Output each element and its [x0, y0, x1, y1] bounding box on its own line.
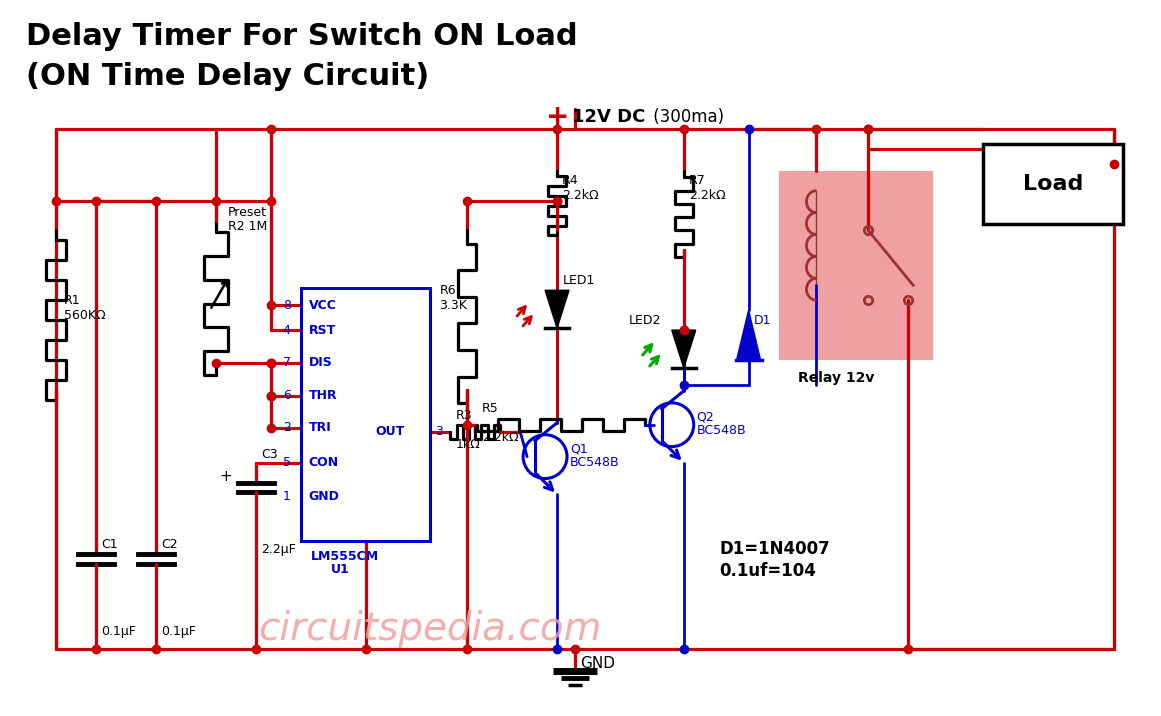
Bar — [779, 170, 933, 360]
Text: LM555CM: LM555CM — [311, 550, 378, 563]
Text: 6: 6 — [283, 390, 290, 402]
Polygon shape — [545, 290, 569, 328]
Text: 3.3K: 3.3K — [439, 299, 467, 311]
Text: Relay 12v: Relay 12v — [799, 371, 875, 385]
Bar — [301, 289, 431, 541]
Text: C1: C1 — [101, 538, 117, 551]
Text: RST: RST — [309, 324, 336, 337]
Text: C2: C2 — [161, 538, 178, 551]
Text: Load: Load — [1023, 174, 1083, 194]
Text: BC548B: BC548B — [570, 456, 620, 469]
Text: 2: 2 — [283, 421, 290, 434]
Text: R3: R3 — [455, 410, 471, 422]
Text: U1: U1 — [331, 563, 349, 576]
Text: 1: 1 — [283, 490, 290, 503]
Text: D1: D1 — [753, 314, 771, 326]
Text: TRI: TRI — [309, 421, 331, 434]
Text: DIS: DIS — [309, 357, 332, 369]
Text: Preset: Preset — [228, 206, 267, 219]
Text: GND: GND — [580, 657, 615, 672]
Text: 2.2kΩ: 2.2kΩ — [562, 189, 599, 202]
Text: Delay Timer For Switch ON Load: Delay Timer For Switch ON Load — [27, 21, 578, 51]
Text: 2.2kΩ: 2.2kΩ — [482, 431, 519, 444]
Text: Q2: Q2 — [697, 410, 714, 423]
Text: OUT: OUT — [375, 425, 405, 438]
Text: R7: R7 — [688, 174, 706, 187]
Text: Q1: Q1 — [570, 442, 587, 455]
Polygon shape — [672, 330, 695, 368]
Text: 2.2kΩ: 2.2kΩ — [688, 189, 726, 202]
Text: +: + — [219, 469, 232, 484]
Text: 1kΩ: 1kΩ — [455, 438, 479, 451]
Text: R4: R4 — [562, 174, 578, 187]
Text: 12V DC: 12V DC — [572, 108, 646, 126]
Text: LED1: LED1 — [563, 274, 596, 287]
Text: 560KΩ: 560KΩ — [64, 309, 106, 321]
Text: 7: 7 — [283, 357, 290, 369]
Polygon shape — [736, 310, 760, 360]
Text: C3: C3 — [261, 448, 277, 461]
Text: (300ma): (300ma) — [648, 108, 724, 126]
Text: VCC: VCC — [309, 299, 337, 311]
Text: 4: 4 — [283, 324, 290, 337]
Text: 5: 5 — [283, 456, 290, 469]
Text: R5: R5 — [482, 402, 499, 415]
Text: GND: GND — [309, 490, 339, 503]
Text: 3: 3 — [435, 425, 444, 438]
Text: BC548B: BC548B — [697, 424, 747, 437]
Text: R2 1M: R2 1M — [228, 220, 267, 233]
Text: 2.2μF: 2.2μF — [261, 543, 296, 556]
Text: circuitspedia.com: circuitspedia.com — [259, 610, 603, 648]
Text: 0.1μF: 0.1μF — [161, 626, 196, 639]
Text: LED2: LED2 — [629, 314, 662, 326]
Text: +: + — [547, 103, 570, 131]
Text: (ON Time Delay Circuit): (ON Time Delay Circuit) — [27, 62, 430, 91]
Text: 8: 8 — [283, 299, 290, 311]
Text: CON: CON — [309, 456, 339, 469]
Text: R1: R1 — [64, 294, 81, 306]
Text: 0.1μF: 0.1μF — [101, 626, 136, 639]
Text: THR: THR — [309, 390, 338, 402]
Text: R6: R6 — [439, 284, 456, 296]
Bar — [983, 144, 1123, 223]
Text: D1=1N4007: D1=1N4007 — [720, 541, 830, 558]
Text: 0.1uf=104: 0.1uf=104 — [720, 562, 816, 580]
